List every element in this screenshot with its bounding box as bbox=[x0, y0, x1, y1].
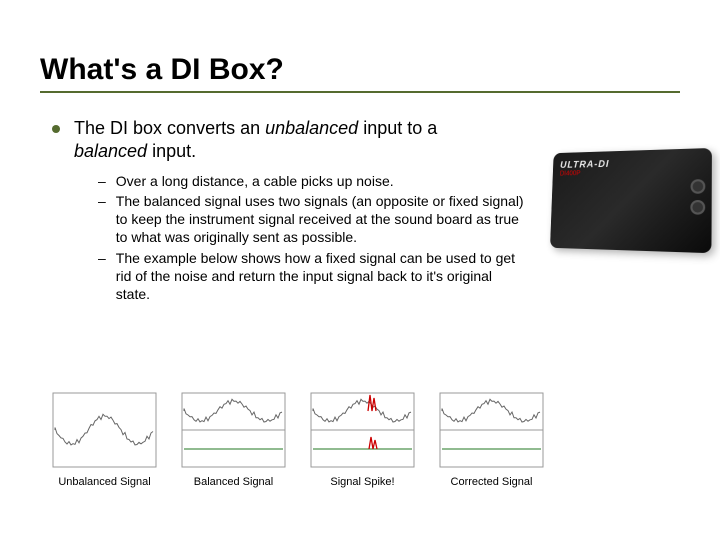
di-box-jacks bbox=[690, 179, 705, 215]
main-bullet-text: The DI box converts an unbalanced input … bbox=[74, 117, 504, 164]
waveform-col: Unbalanced Signal bbox=[52, 392, 157, 488]
jack-icon bbox=[690, 179, 705, 194]
waveform-row: Unbalanced Signal Balanced Signal Signal S… bbox=[52, 392, 544, 488]
sub-bullet-text: The balanced signal uses two signals (an… bbox=[116, 192, 528, 247]
dash-icon: – bbox=[98, 173, 106, 189]
sub-bullet: –The example below shows how a fixed sig… bbox=[98, 249, 528, 304]
waveform-label: Corrected Signal bbox=[451, 476, 533, 488]
di-box-image: ULTRA-DI DI400P bbox=[550, 148, 712, 253]
waveform-box bbox=[310, 392, 415, 468]
sub-bullet: –Over a long distance, a cable picks up … bbox=[98, 172, 528, 190]
waveform-svg bbox=[181, 392, 286, 468]
waveform-box bbox=[439, 392, 544, 468]
dash-icon: – bbox=[98, 193, 106, 209]
waveform-svg bbox=[52, 392, 157, 468]
title-underline bbox=[40, 91, 680, 93]
waveform-svg bbox=[439, 392, 544, 468]
sub-bullet: –The balanced signal uses two signals (a… bbox=[98, 192, 528, 247]
slide-title: What's a DI Box? bbox=[40, 53, 680, 87]
waveform-col: Balanced Signal bbox=[181, 392, 286, 488]
sub-bullet-text: The example below shows how a fixed sign… bbox=[116, 249, 528, 304]
sub-bullet-text: Over a long distance, a cable picks up n… bbox=[116, 172, 394, 190]
waveform-box bbox=[52, 392, 157, 468]
waveform-svg bbox=[310, 392, 415, 468]
waveform-box bbox=[181, 392, 286, 468]
waveform-label: Signal Spike! bbox=[330, 476, 394, 488]
dash-icon: – bbox=[98, 250, 106, 266]
sub-bullet-list: –Over a long distance, a cable picks up … bbox=[98, 172, 528, 303]
waveform-label: Unbalanced Signal bbox=[58, 476, 150, 488]
bullet-icon bbox=[52, 125, 60, 133]
waveform-label: Balanced Signal bbox=[194, 476, 274, 488]
jack-icon bbox=[690, 200, 705, 215]
waveform-col: Corrected Signal bbox=[439, 392, 544, 488]
waveform-col: Signal Spike! bbox=[310, 392, 415, 488]
